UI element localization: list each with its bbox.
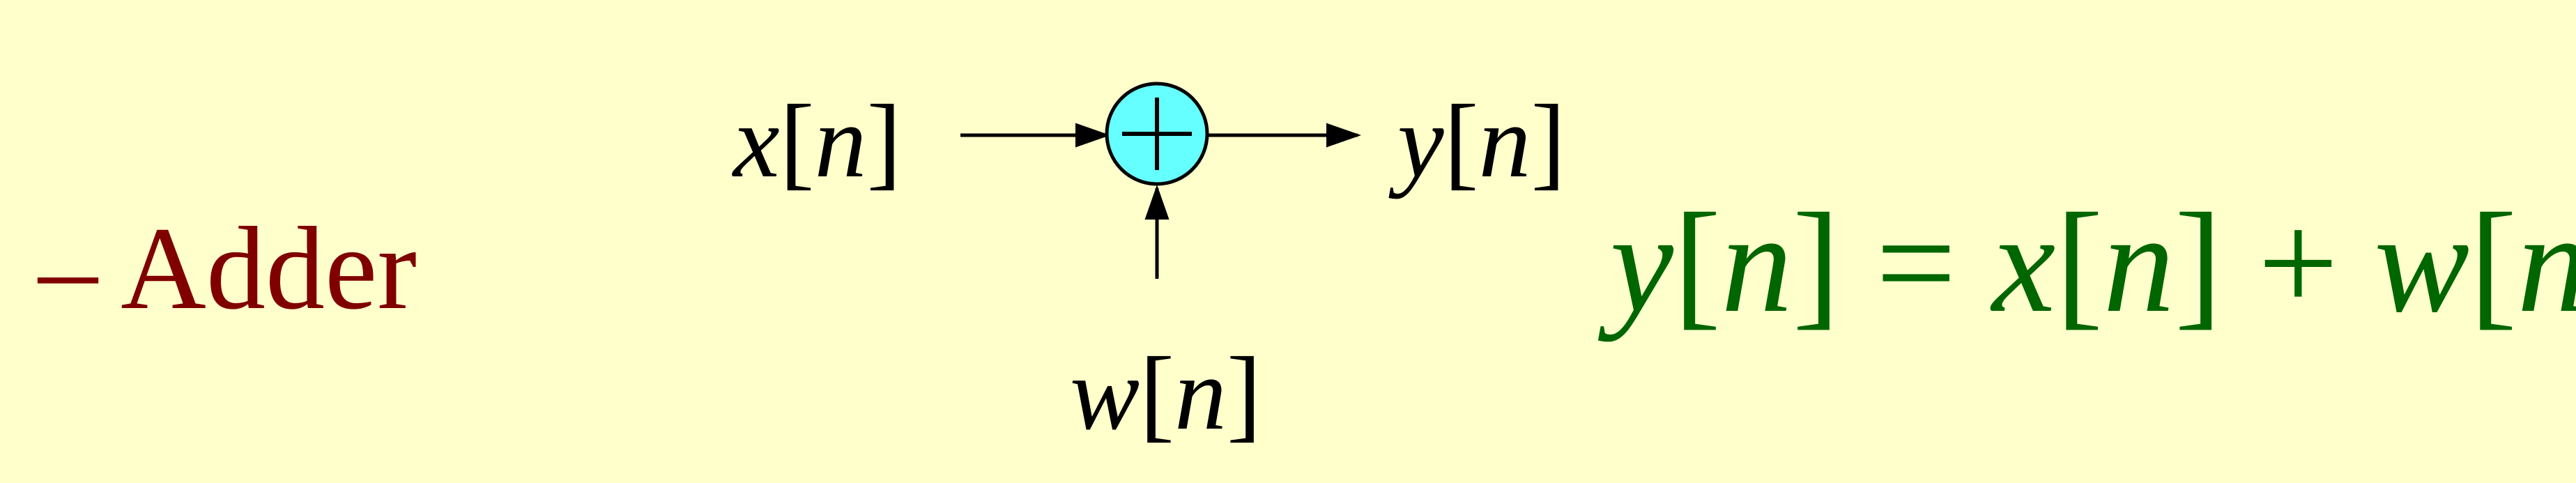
- eq-lhs-open: [: [1673, 184, 1722, 342]
- label-x-close: ]: [866, 84, 902, 199]
- label-w-index: n: [1174, 336, 1227, 452]
- label-x-index: n: [814, 84, 867, 199]
- adder-node: [1105, 82, 1209, 186]
- label-w-close: ]: [1227, 336, 1262, 452]
- eq-term1-open: [: [2055, 184, 2103, 342]
- eq-equals: =: [1876, 184, 1956, 342]
- eq-term2-index: n: [2517, 184, 2576, 342]
- eq-term1-index: n: [2103, 184, 2175, 342]
- label-w-var: w: [1070, 336, 1140, 452]
- label-x-n: x[n]: [733, 89, 901, 194]
- eq-plus: +: [2257, 184, 2339, 342]
- eq-term2-var: w: [2374, 184, 2470, 342]
- eq-lhs-var: y: [1610, 184, 1673, 342]
- bullet-text: Adder: [121, 203, 417, 334]
- label-w-n: w[n]: [1070, 342, 1262, 446]
- adder-equation: y[n] = x[n] + w[n]: [1610, 192, 2576, 335]
- label-w-open: [: [1140, 336, 1175, 452]
- label-y-var: y: [1397, 84, 1444, 199]
- label-y-index: n: [1478, 84, 1531, 199]
- eq-term1-var: x: [1992, 184, 2056, 342]
- label-y-close: ]: [1531, 84, 1566, 199]
- label-x-open: [: [779, 84, 815, 199]
- eq-term2-open: [: [2469, 184, 2517, 342]
- label-y-open: [: [1443, 84, 1479, 199]
- eq-lhs-close: ]: [1792, 184, 1841, 342]
- eq-term1-close: ]: [2174, 184, 2223, 342]
- eq-lhs-index: n: [1721, 184, 1793, 342]
- bullet-label: – Adder: [38, 209, 417, 328]
- label-x-var: x: [733, 84, 780, 199]
- bullet-dash: –: [38, 203, 98, 334]
- label-y-n: y[n]: [1397, 89, 1565, 194]
